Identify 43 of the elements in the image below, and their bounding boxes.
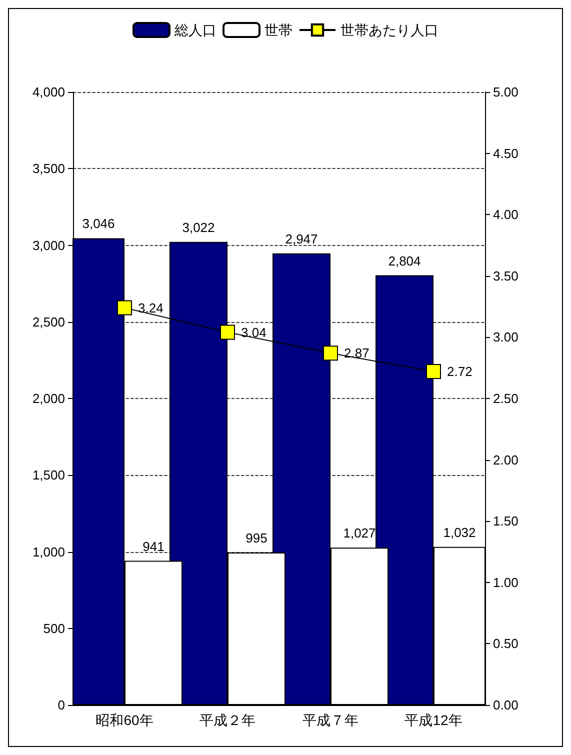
y2-tick-label: 3.50	[493, 268, 518, 284]
data-label: 1,032	[443, 524, 476, 540]
y-tick-label: 3,000	[32, 238, 65, 253]
y-tick-label: 2,500	[32, 314, 65, 330]
x-tick-label: 平成２年	[200, 712, 256, 728]
x-tick-label: 昭和60年	[96, 712, 154, 728]
y-tick-label: 1,000	[32, 544, 65, 560]
data-label: 2.87	[344, 346, 370, 361]
data-label: 995	[246, 530, 268, 546]
legend-label: 世帯あたり人口	[340, 22, 438, 38]
point	[323, 346, 338, 361]
data-label: 3.04	[241, 324, 266, 340]
y2-tick-label: 2.50	[493, 391, 518, 406]
x-tick-label: 平成７年	[302, 712, 358, 728]
legend-label: 総人口	[174, 22, 216, 38]
y2-tick-label: 5.00	[493, 84, 518, 100]
legend-label: 世帯	[264, 22, 292, 38]
point	[426, 364, 441, 380]
data-label: 941	[142, 538, 164, 554]
y-tick-label: 500	[43, 620, 65, 636]
y2-tick-label: 4.00	[493, 207, 518, 222]
point	[117, 300, 132, 316]
data-label: 2.72	[447, 364, 472, 380]
y2-tick-label: 4.50	[493, 146, 518, 161]
data-label: 2,947	[285, 231, 318, 246]
data-label: 3,022	[182, 220, 215, 235]
y2-tick-label: 2.00	[493, 452, 518, 468]
data-label: 2,804	[388, 253, 421, 268]
y-tick-label: 1,500	[32, 468, 65, 483]
y2-tick-label: 1.00	[493, 574, 518, 590]
y2-tick-label: 1.50	[493, 514, 518, 529]
y-tick-label: 4,000	[32, 84, 65, 100]
data-label: 3,046	[82, 216, 115, 232]
data-label: 1,027	[343, 526, 376, 541]
point	[220, 324, 235, 340]
x-tick-label: 平成12年	[404, 712, 462, 728]
y-tick-label: 2,000	[32, 391, 65, 406]
y2-tick-label: 3.00	[493, 330, 518, 345]
y2-tick-label: 0.00	[493, 698, 518, 712]
y-tick-label: 3,500	[32, 161, 65, 176]
data-label: 3.24	[138, 300, 164, 316]
y2-tick-label: 0.50	[493, 636, 518, 652]
y-tick-label: 0	[58, 698, 65, 712]
